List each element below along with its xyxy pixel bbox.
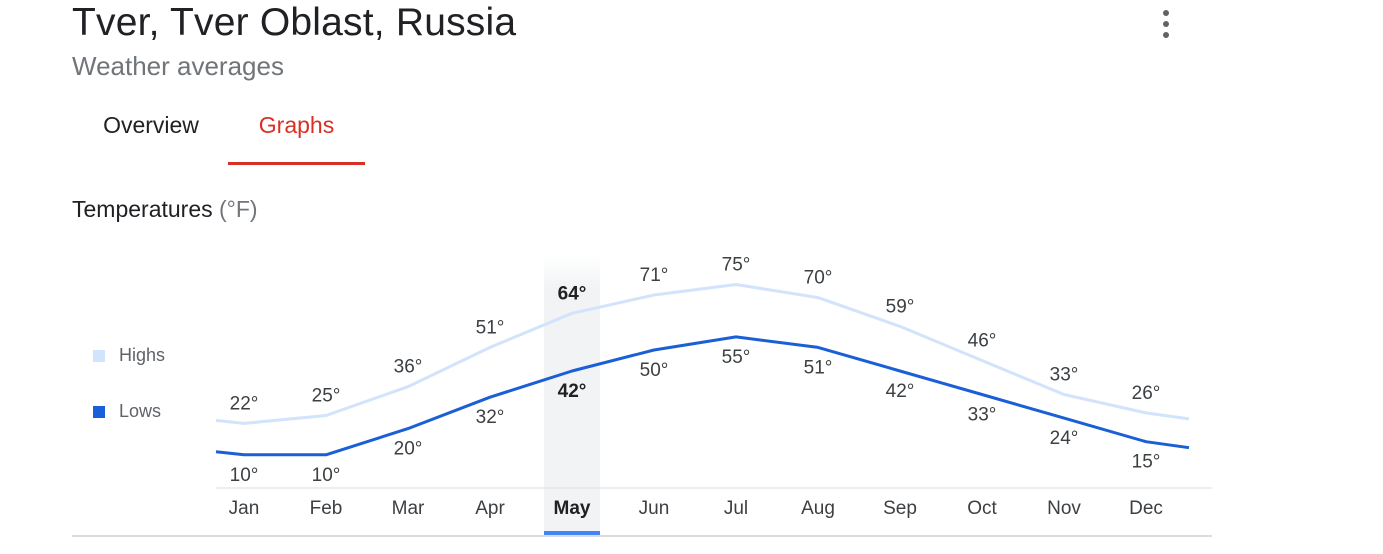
month-tick-label[interactable]: Sep [883,498,917,519]
active-tab-indicator [228,162,365,165]
lows-value-label: 10° [312,465,341,486]
highs-value-label: 70° [804,268,833,289]
highs-value-label: 46° [968,330,997,351]
tab-graphs[interactable]: Graphs [258,112,335,138]
page-subtitle: Weather averages [72,51,284,81]
legend-item-highs[interactable]: Highs [93,345,165,366]
month-tick-label[interactable]: Oct [967,498,997,519]
lows-line [215,335,1190,457]
month-tick-label[interactable]: Dec [1129,498,1163,519]
lows-value-label: 15° [1132,452,1161,473]
month-tick-label[interactable]: Aug [801,498,835,519]
highs-value-label: 59° [886,296,915,317]
legend-lows-label: Lows [119,401,162,421]
lows-value-label: 50° [640,360,669,381]
highs-value-label: 36° [394,357,423,378]
section-title-text: Temperatures [72,196,213,222]
lows-value-label: 33° [968,405,997,426]
lows-value-label: 51° [804,357,833,378]
selected-month-indicator [544,531,600,536]
month-tick-label[interactable]: Nov [1047,498,1081,519]
highs-value-label: 75° [722,255,751,276]
page-title: Tver, Tver Oblast, Russia [72,1,517,44]
highs-value-label: 33° [1050,365,1079,386]
lows-value-label: 32° [476,407,505,428]
highs-value-label: 51° [476,317,505,338]
more-options-icon[interactable] [1150,6,1182,42]
lows-value-label: 42° [886,381,915,402]
month-tick-label[interactable]: Mar [392,498,425,519]
month-tick-label[interactable]: Feb [310,498,343,519]
legend-item-lows[interactable]: Lows [93,401,161,422]
month-tick-label[interactable]: Jul [724,498,748,519]
tab-overview[interactable]: Overview [103,112,199,138]
legend-highs-label: Highs [119,345,166,365]
lows-value-label: 24° [1050,428,1079,449]
highs-value-label: 71° [640,265,669,286]
highs-value-label: 26° [1132,383,1161,404]
lows-value-label: 42° [558,381,587,402]
lows-value-label: 55° [722,347,751,368]
month-tick-label[interactable]: Jan [229,498,260,519]
highs-value-label: 64° [558,283,587,304]
month-tick-label[interactable]: Jun [639,498,670,519]
month-tick-label[interactable]: May [554,498,591,519]
section-unit: (°F) [219,196,258,222]
highs-value-label: 25° [312,386,341,407]
highs-line [215,283,1190,425]
section-title: Temperatures (°F) [72,194,258,224]
month-tick-label[interactable]: Apr [475,498,505,519]
lows-value-label: 10° [230,465,259,486]
lows-swatch [93,405,105,418]
highs-value-label: 22° [230,393,259,414]
highs-swatch [93,349,105,362]
lows-value-label: 20° [394,439,423,460]
bottom-divider [72,535,1212,537]
